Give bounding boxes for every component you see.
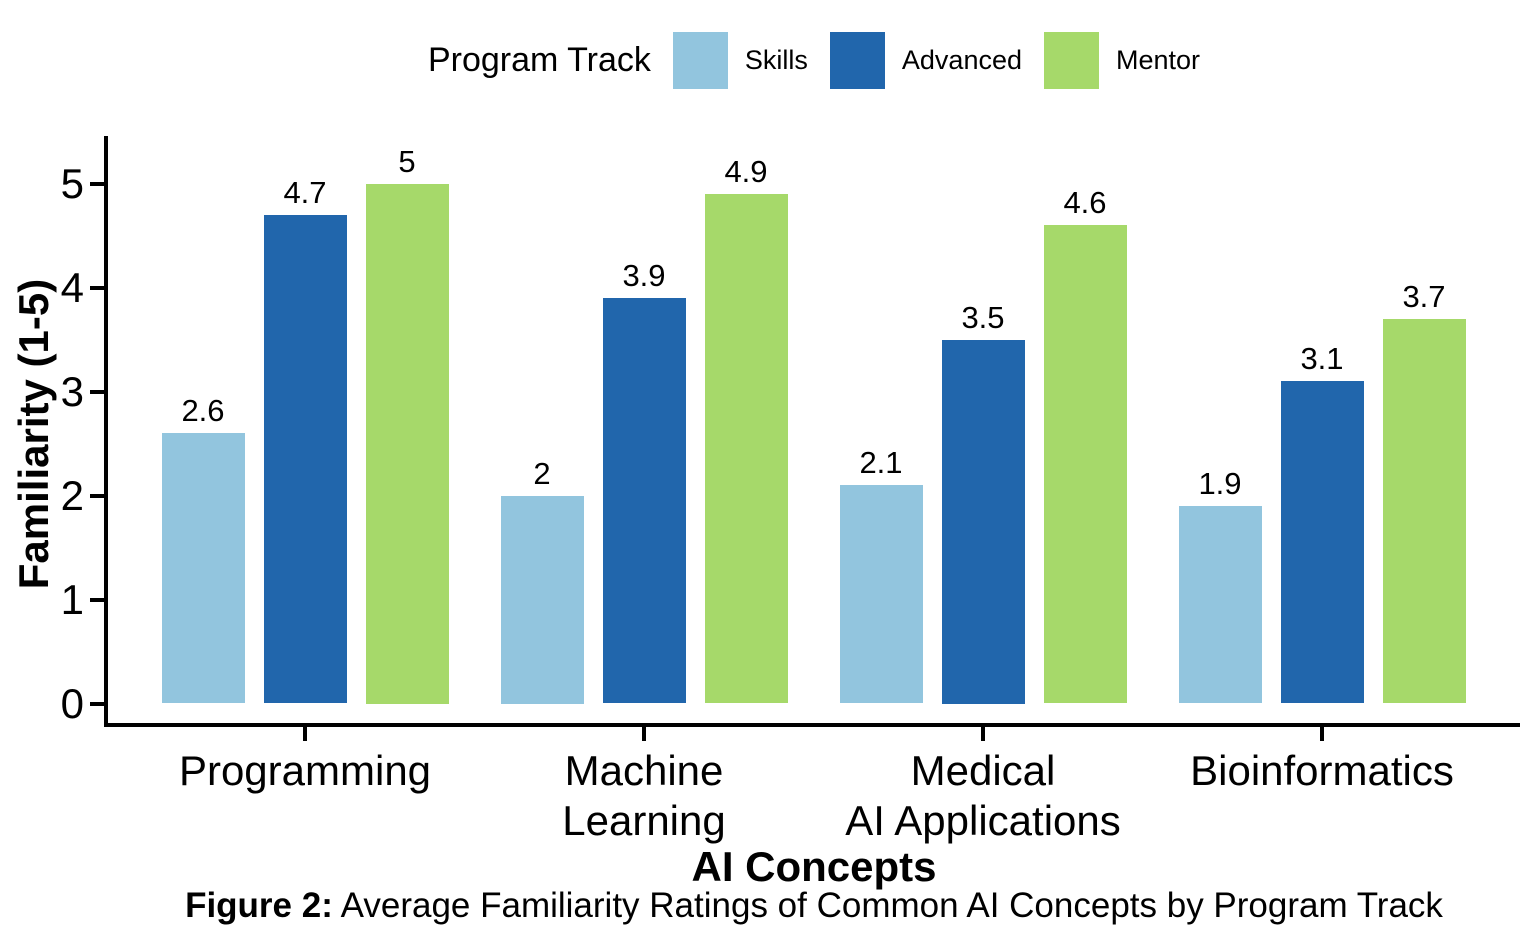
y-tick-label: 4 — [60, 263, 84, 311]
bar-value-label: 3.9 — [622, 257, 666, 293]
bar-value-label: 3.7 — [1402, 278, 1446, 314]
y-axis-tick — [90, 181, 104, 186]
y-tick-label: 1 — [60, 575, 84, 623]
legend-item-mentor: Mentor — [1044, 31, 1201, 89]
legend-swatch-mentor — [1044, 31, 1099, 89]
x-category-label-line: Bioinformatics — [1190, 747, 1454, 794]
y-tick-label: 2 — [60, 471, 84, 519]
x-axis-tick — [981, 727, 985, 741]
legend-item-label: Mentor — [1116, 44, 1201, 75]
legend-item-advanced: Advanced — [829, 31, 1022, 89]
bar-skills-1 — [161, 433, 245, 704]
y-axis-line — [104, 136, 108, 727]
legend-swatch-skills — [672, 31, 728, 89]
y-tick-label: 3 — [60, 367, 84, 415]
legend-swatch-advanced — [829, 31, 885, 89]
x-category-label: Medical AI Applications — [803, 746, 1163, 846]
bar-value-label: 4.6 — [1063, 185, 1107, 221]
x-axis-tick — [1320, 727, 1324, 741]
bar-value-label: 5 — [398, 143, 416, 179]
bar-value-label: 2 — [533, 455, 551, 491]
y-axis-tick — [90, 597, 104, 602]
legend-item-label: Skills — [744, 44, 808, 75]
bar-value-label: 2.1 — [859, 445, 903, 481]
bar-advanced-3 — [941, 339, 1025, 704]
bar-mentor-2 — [704, 193, 788, 704]
y-axis-tick — [90, 389, 104, 394]
x-category-label-line: AI Applications — [845, 797, 1121, 844]
x-category-label-line: Learning — [562, 797, 726, 844]
bar-value-label: 3.5 — [961, 299, 1005, 335]
y-axis-tick — [90, 493, 104, 498]
y-axis-tick — [90, 285, 104, 290]
bar-advanced-4 — [1280, 381, 1364, 704]
x-category-label: Bioinformatics — [1142, 746, 1502, 796]
bar-skills-4 — [1178, 505, 1262, 704]
x-category-label-line: Machine — [564, 747, 724, 794]
x-category-label-line: Medical — [910, 747, 1056, 794]
bar-value-label: 2.6 — [181, 393, 225, 429]
bar-mentor-3 — [1043, 225, 1127, 704]
bar-value-label: 3.1 — [1300, 341, 1344, 377]
x-category-label-line: Programming — [178, 747, 432, 794]
legend: Program Track Skills Advanced Mentor — [108, 26, 1520, 94]
legend-title: Program Track — [427, 40, 651, 79]
x-axis-title: AI Concepts — [691, 843, 937, 890]
x-category-label: Programming — [125, 746, 485, 796]
y-axis-tick — [90, 701, 104, 706]
bar-value-label: 4.9 — [724, 153, 768, 189]
bar-skills-2 — [500, 495, 584, 704]
bar-mentor-1 — [365, 183, 449, 704]
legend-item-skills: Skills — [672, 31, 808, 89]
bar-value-label: 1.9 — [1198, 465, 1242, 501]
bar-advanced-1 — [263, 214, 347, 704]
legend-item-label: Advanced — [901, 44, 1022, 75]
bar-value-label: 4.7 — [283, 174, 327, 210]
x-axis-tick — [642, 727, 646, 741]
bar-mentor-4 — [1382, 318, 1466, 704]
y-tick-label: 0 — [60, 679, 84, 727]
bar-skills-3 — [839, 485, 923, 704]
figure-caption: Figure 2: Average Familiarity Ratings of… — [108, 884, 1520, 928]
x-axis-line — [104, 723, 1520, 727]
caption-prefix: Figure 2: — [185, 886, 333, 925]
y-tick-label: 5 — [60, 159, 84, 207]
x-category-label: Machine Learning — [464, 746, 824, 846]
bar-advanced-2 — [602, 297, 686, 704]
x-axis-tick — [303, 727, 307, 741]
caption-text: Average Familiarity Ratings of Common AI… — [332, 886, 1443, 925]
